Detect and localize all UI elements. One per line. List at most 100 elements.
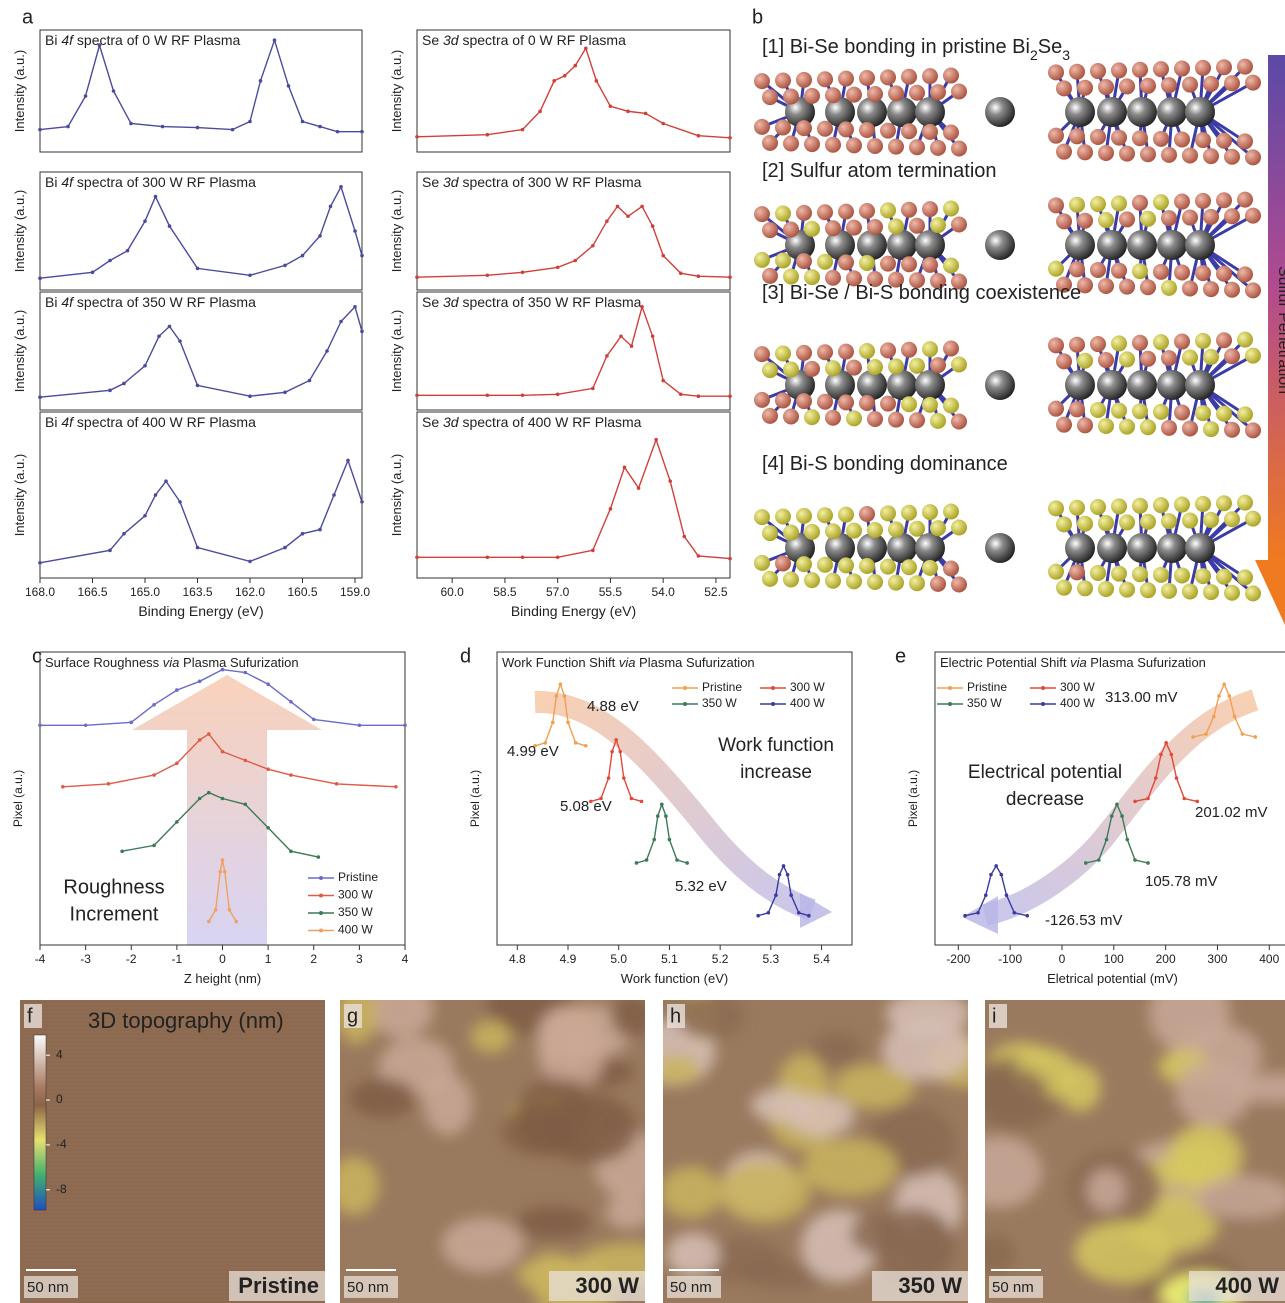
data-point [1146, 861, 1150, 865]
s-atom [859, 343, 875, 359]
se-atom [754, 73, 770, 89]
legend-label: 350 W [338, 905, 373, 919]
s-atom [930, 413, 946, 429]
s-atom [909, 575, 925, 591]
data-point [1191, 735, 1195, 739]
panel-letter: b [752, 6, 763, 28]
data-point [697, 274, 701, 278]
s-atom [1111, 403, 1127, 419]
s-atom [1153, 497, 1169, 513]
data-point [301, 120, 305, 124]
se-atom [1174, 334, 1190, 350]
data-point [1110, 814, 1114, 818]
chart-title: Se 3d spectra of 350 W RF Plasma [422, 294, 642, 310]
se-atom [1140, 351, 1156, 367]
data-point [651, 224, 655, 228]
s-atom [1237, 569, 1253, 585]
x-tick-label: 5.2 [712, 952, 729, 966]
s-atom [1237, 495, 1253, 511]
texture-blob [1149, 974, 1230, 1053]
data-point [317, 855, 321, 859]
se-atom [1245, 149, 1261, 165]
se-atom [1224, 208, 1240, 224]
annotation: 5.08 eV [560, 798, 612, 815]
data-point [807, 914, 811, 918]
x-axis-label: Eletrical potential (mV) [1047, 971, 1178, 986]
data-point [1195, 800, 1199, 804]
y-axis-label: Intensity (a.u.) [12, 50, 27, 132]
data-point [415, 393, 419, 397]
data-point [1097, 858, 1101, 862]
data-point [318, 234, 322, 238]
colorbar-tick-label: -4 [56, 1137, 67, 1151]
panel-letter: f [27, 1005, 33, 1027]
se-atom [930, 84, 946, 100]
s-atom [1119, 419, 1135, 435]
annotation: decrease [1006, 789, 1084, 810]
x-tick-label: 5.1 [661, 952, 678, 966]
y-axis-label: Intensity (a.u.) [12, 454, 27, 536]
se-atom [762, 89, 778, 105]
data-point [66, 125, 70, 129]
s-atom [880, 202, 896, 218]
data-point [289, 773, 293, 777]
data-point [1012, 911, 1016, 915]
x-tick-label: 300 [1207, 952, 1227, 966]
se-atom [1069, 564, 1085, 580]
series-line [637, 804, 688, 863]
data-point [591, 549, 595, 553]
x-tick-label: 400 [1259, 952, 1279, 966]
se-atom [1245, 208, 1261, 224]
x-tick-label: 5.4 [813, 952, 830, 966]
s-atom [1161, 513, 1177, 529]
bi-atom [915, 97, 945, 127]
y-axis-label: Intensity (a.u.) [389, 454, 404, 536]
s-atom [804, 572, 820, 588]
data-point [645, 858, 649, 862]
se-atom [901, 202, 917, 218]
se-atom [867, 219, 883, 235]
legend-label: Pristine [967, 680, 1007, 694]
data-point [1115, 803, 1119, 807]
data-point [360, 130, 364, 134]
bi-atom [1097, 370, 1127, 400]
data-point [486, 273, 490, 277]
se-atom [1132, 335, 1148, 351]
s-atom [943, 398, 959, 414]
data-point [521, 555, 525, 559]
data-point [668, 479, 672, 483]
se-atom [1216, 192, 1232, 208]
text-part: 2 [1030, 47, 1038, 63]
s-atom [1098, 515, 1114, 531]
series-line [40, 40, 362, 132]
panel-label: Pristine [238, 1273, 319, 1298]
data-point [178, 500, 182, 504]
s-atom [796, 556, 812, 572]
s-atom [1090, 499, 1106, 515]
data-point [622, 776, 626, 780]
data-point [207, 791, 211, 795]
structure [754, 332, 1261, 439]
x-tick-label: -4 [35, 952, 46, 966]
data-point [244, 671, 248, 675]
panel-label: 300 W [575, 1273, 639, 1298]
data-point [108, 549, 112, 553]
s-atom [775, 252, 791, 268]
chart-title: Se 3d spectra of 400 W RF Plasma [422, 414, 642, 430]
x-tick-label: 3 [356, 952, 363, 966]
s-atom [1140, 211, 1156, 227]
text-part: spectra of 300 W RF Plasma [459, 174, 642, 190]
se-atom [775, 555, 791, 571]
s-atom [1119, 582, 1135, 598]
data-point [574, 741, 578, 745]
data-point [196, 546, 200, 550]
s-atom [1153, 567, 1169, 583]
s-atom [1203, 421, 1219, 437]
bi-atom [1157, 230, 1187, 260]
data-point [122, 382, 126, 386]
bi-atom [1185, 533, 1215, 563]
text-part: [4] Bi-S bonding dominance [762, 453, 1008, 475]
se-atom [838, 254, 854, 270]
data-point [664, 814, 668, 818]
annotation: 105.78 mV [1145, 873, 1218, 890]
